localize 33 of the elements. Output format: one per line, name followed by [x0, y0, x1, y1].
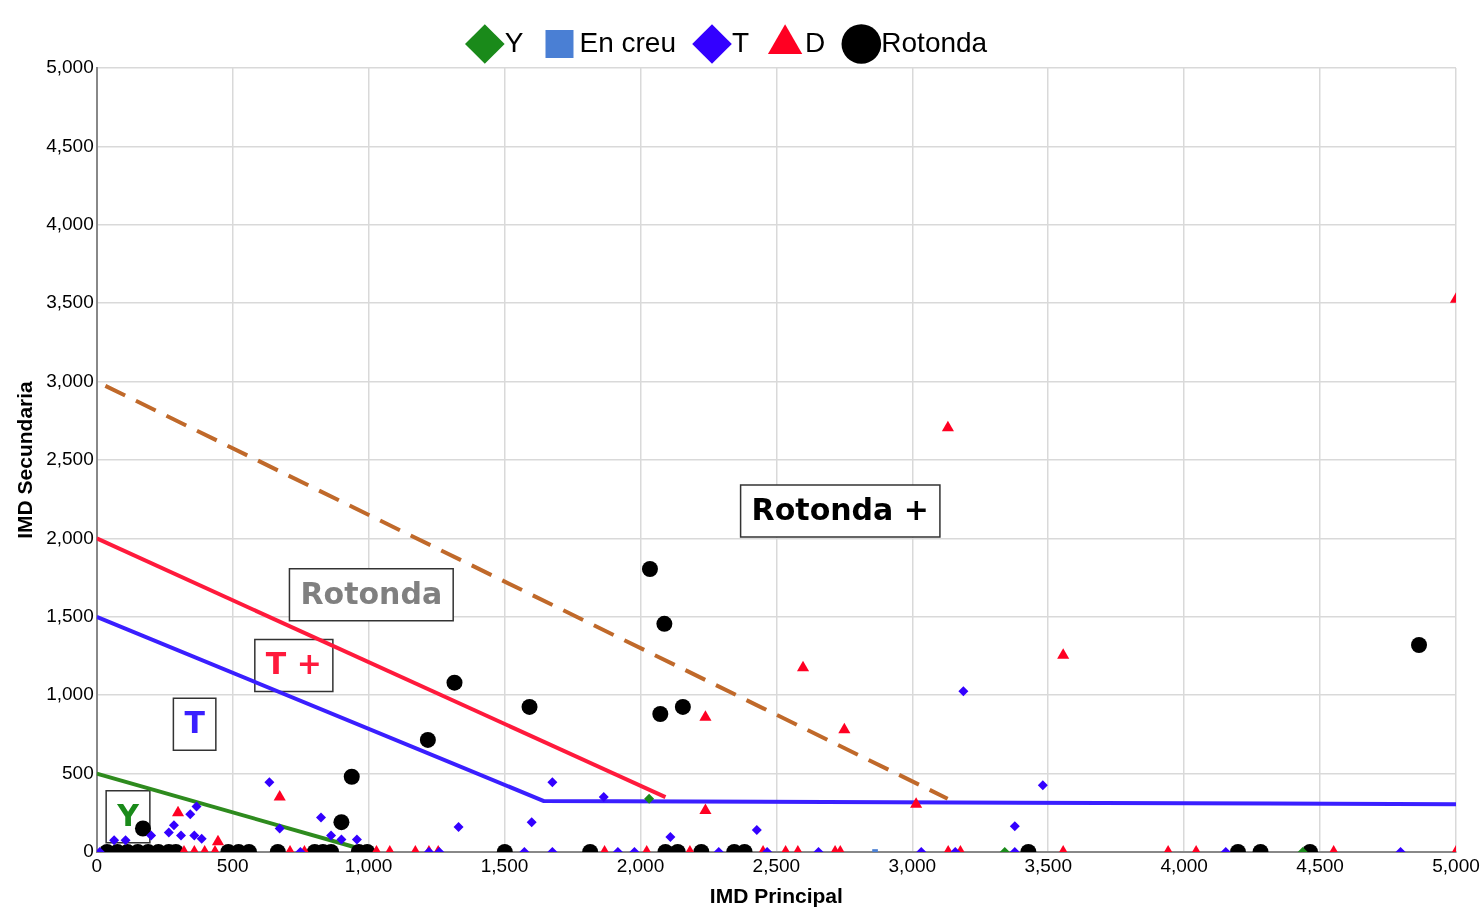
x-tick-label: 3,000 — [888, 854, 937, 876]
y-axis-title: IMD Secundaria — [13, 380, 37, 539]
x-tick-label: 4,500 — [1296, 854, 1344, 876]
y-tick-label: 4,000 — [46, 213, 94, 235]
legend-label: Rotonda — [881, 26, 988, 58]
annotation: Rotonda + — [751, 491, 929, 527]
x-tick-label: 1,500 — [480, 854, 529, 876]
y-tick-label: 3,000 — [46, 369, 94, 391]
x-tick-label: 3,500 — [1024, 854, 1072, 876]
x-tick-label: 2,500 — [752, 854, 801, 876]
y-tick-label: 2,000 — [46, 526, 94, 548]
x-tick-label: 500 — [216, 854, 249, 876]
y-tick-label: 2,500 — [46, 448, 94, 470]
y-tick-label: 1,000 — [46, 683, 94, 705]
x-axis-title: IMD Principal — [709, 884, 843, 908]
y-tick-label: 1,500 — [46, 605, 94, 627]
annotation: T — [184, 705, 206, 740]
annotation: T + — [265, 646, 322, 682]
x-tick-label: 1,000 — [344, 854, 393, 876]
legend-label: Y — [504, 26, 524, 58]
x-tick-label: 5,000 — [1432, 854, 1480, 876]
y-tick-label: 0 — [83, 840, 94, 862]
y-tick-label: 5,000 — [46, 56, 94, 78]
legend-label: En creu — [579, 26, 676, 58]
legend-label: T — [731, 26, 750, 58]
y-tick-label: 4,500 — [46, 134, 94, 156]
y-tick-label: 3,500 — [46, 291, 94, 313]
annotation: Y — [116, 797, 141, 833]
x-tick-label: 2,000 — [616, 854, 665, 876]
annotation: Rotonda — [300, 575, 443, 611]
y-tick-label: 500 — [62, 761, 94, 783]
x-tick-label: 4,000 — [1160, 854, 1208, 876]
legend-label: D — [805, 26, 826, 58]
